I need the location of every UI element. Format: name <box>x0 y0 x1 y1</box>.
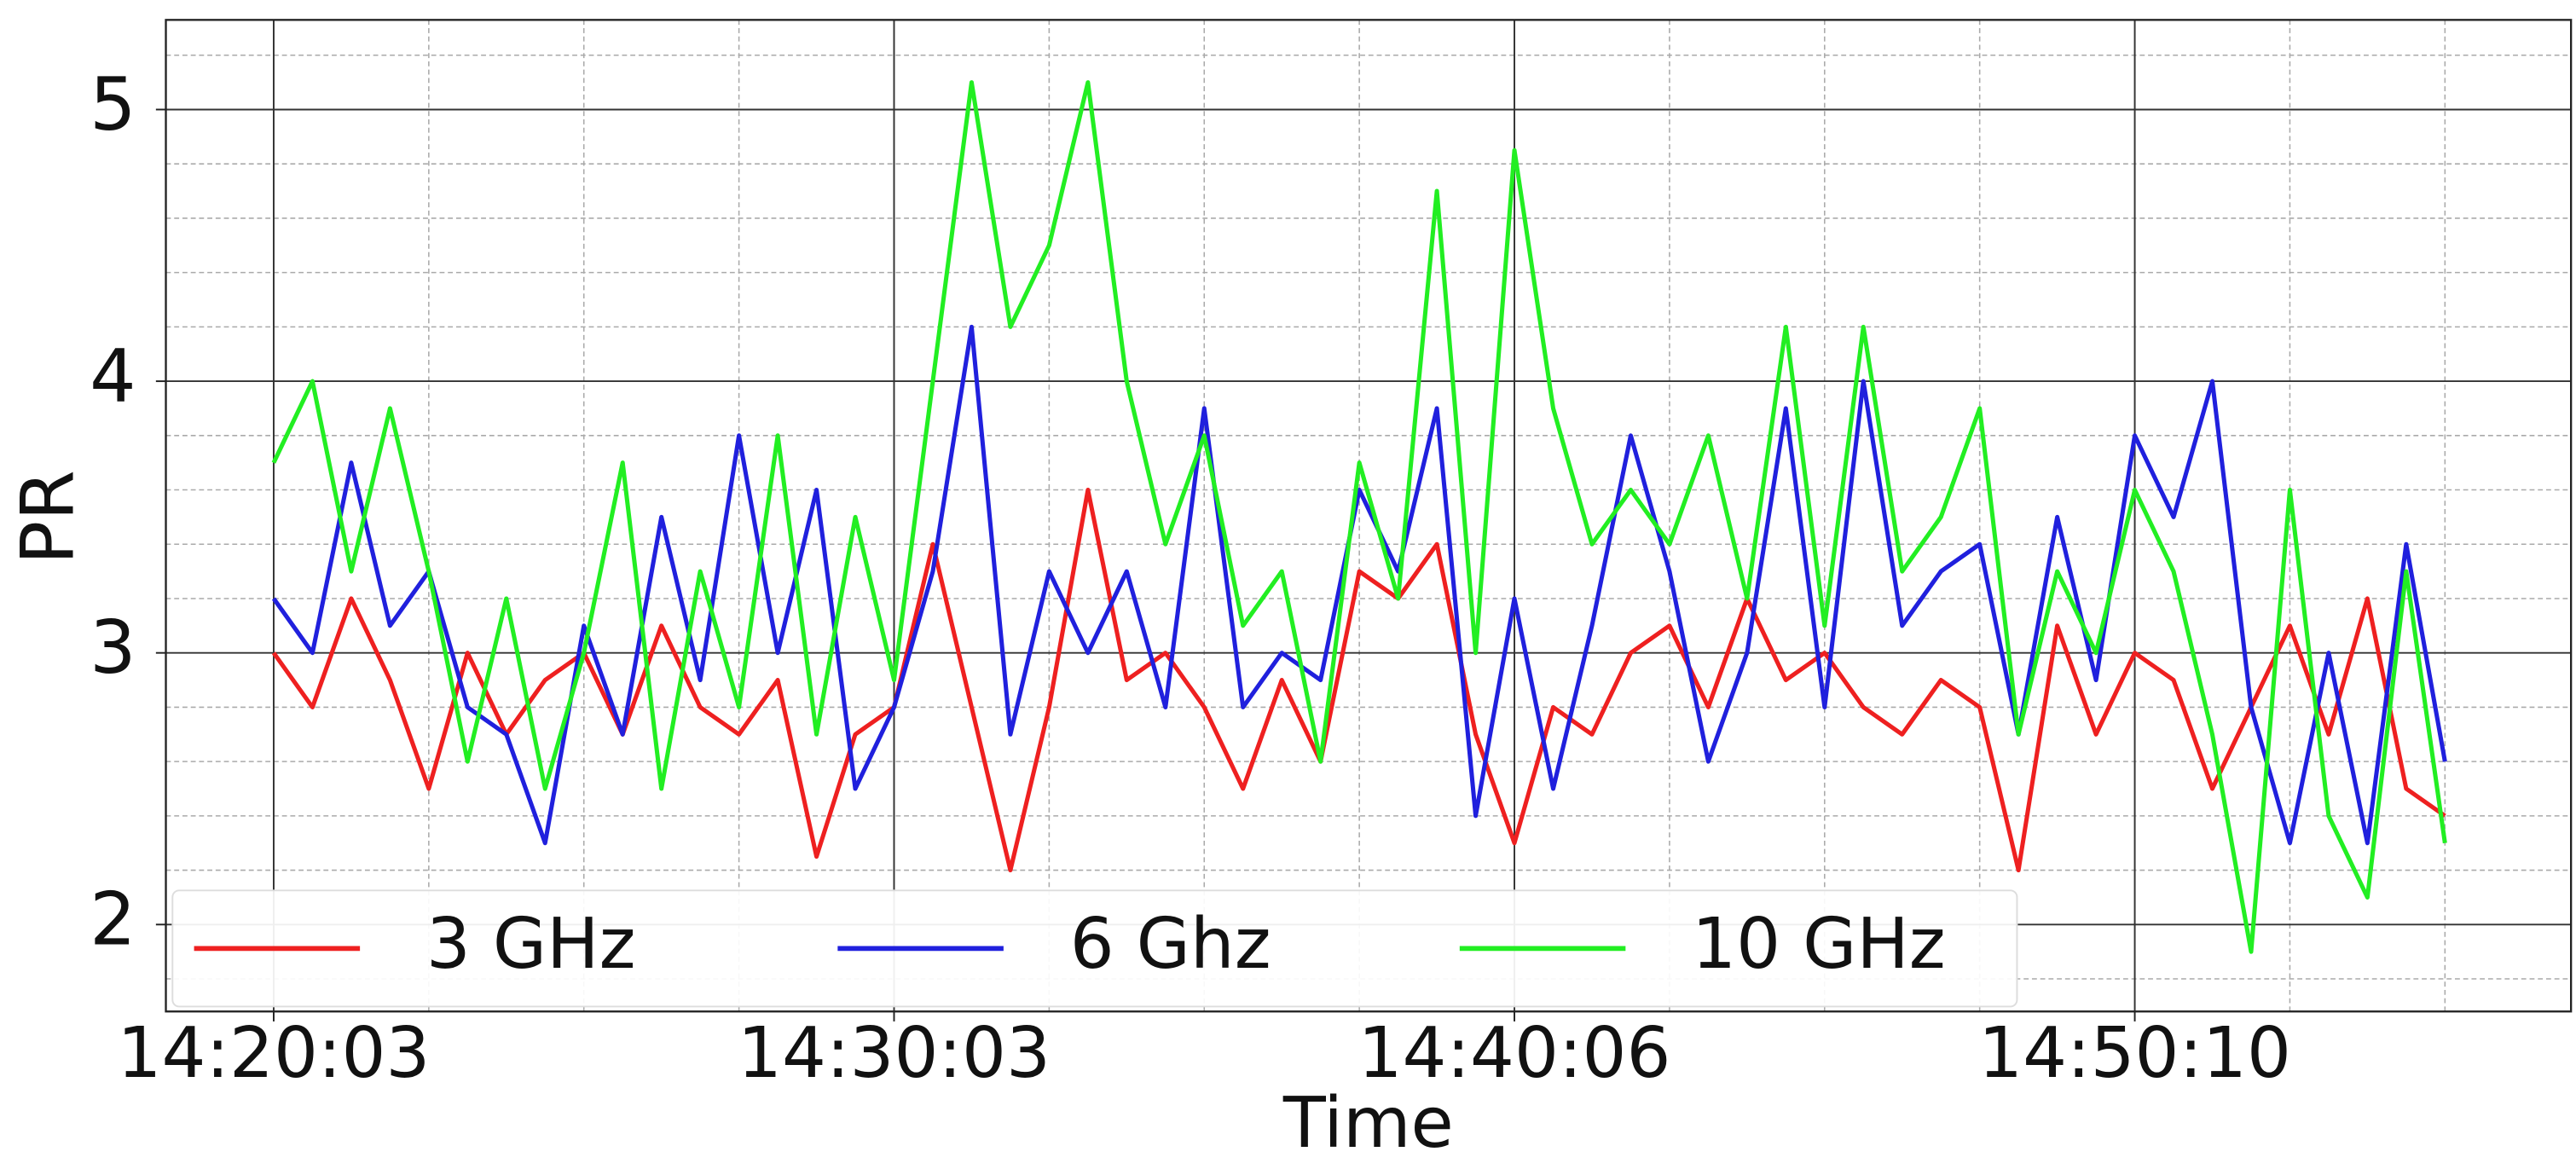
x-tick-label: 14:50:10 <box>1978 1013 2291 1094</box>
x-tick-label: 14:20:03 <box>118 1013 431 1094</box>
legend-box <box>171 889 2018 1008</box>
y-tick-label: 4 <box>90 335 136 420</box>
y-tick-label: 2 <box>90 878 136 963</box>
x-tick-label: 14:30:03 <box>738 1013 1051 1094</box>
series-line <box>271 80 2447 954</box>
legend-label: 6 Ghz <box>1070 904 1271 985</box>
x-axis-label: Time <box>1282 1083 1454 1164</box>
y-tick-label: 3 <box>90 606 136 691</box>
y-tick-label: 5 <box>90 63 136 148</box>
series-line <box>271 488 2446 873</box>
labels: 2 3 4 5 14:20:03 14:30:03 14:40:06 14:50:10 <box>90 63 2291 1094</box>
legend-label: 10 GHz <box>1692 904 1946 985</box>
legend: 3 GHz 6 Ghz 10 GHz <box>171 889 2018 1008</box>
x-tick-label: 14:40:06 <box>1358 1013 1671 1094</box>
plot-frame <box>165 19 2573 1013</box>
y-axis-label: PR <box>7 470 91 564</box>
lines <box>271 80 2447 954</box>
legend-label: 3 GHz <box>426 904 636 985</box>
